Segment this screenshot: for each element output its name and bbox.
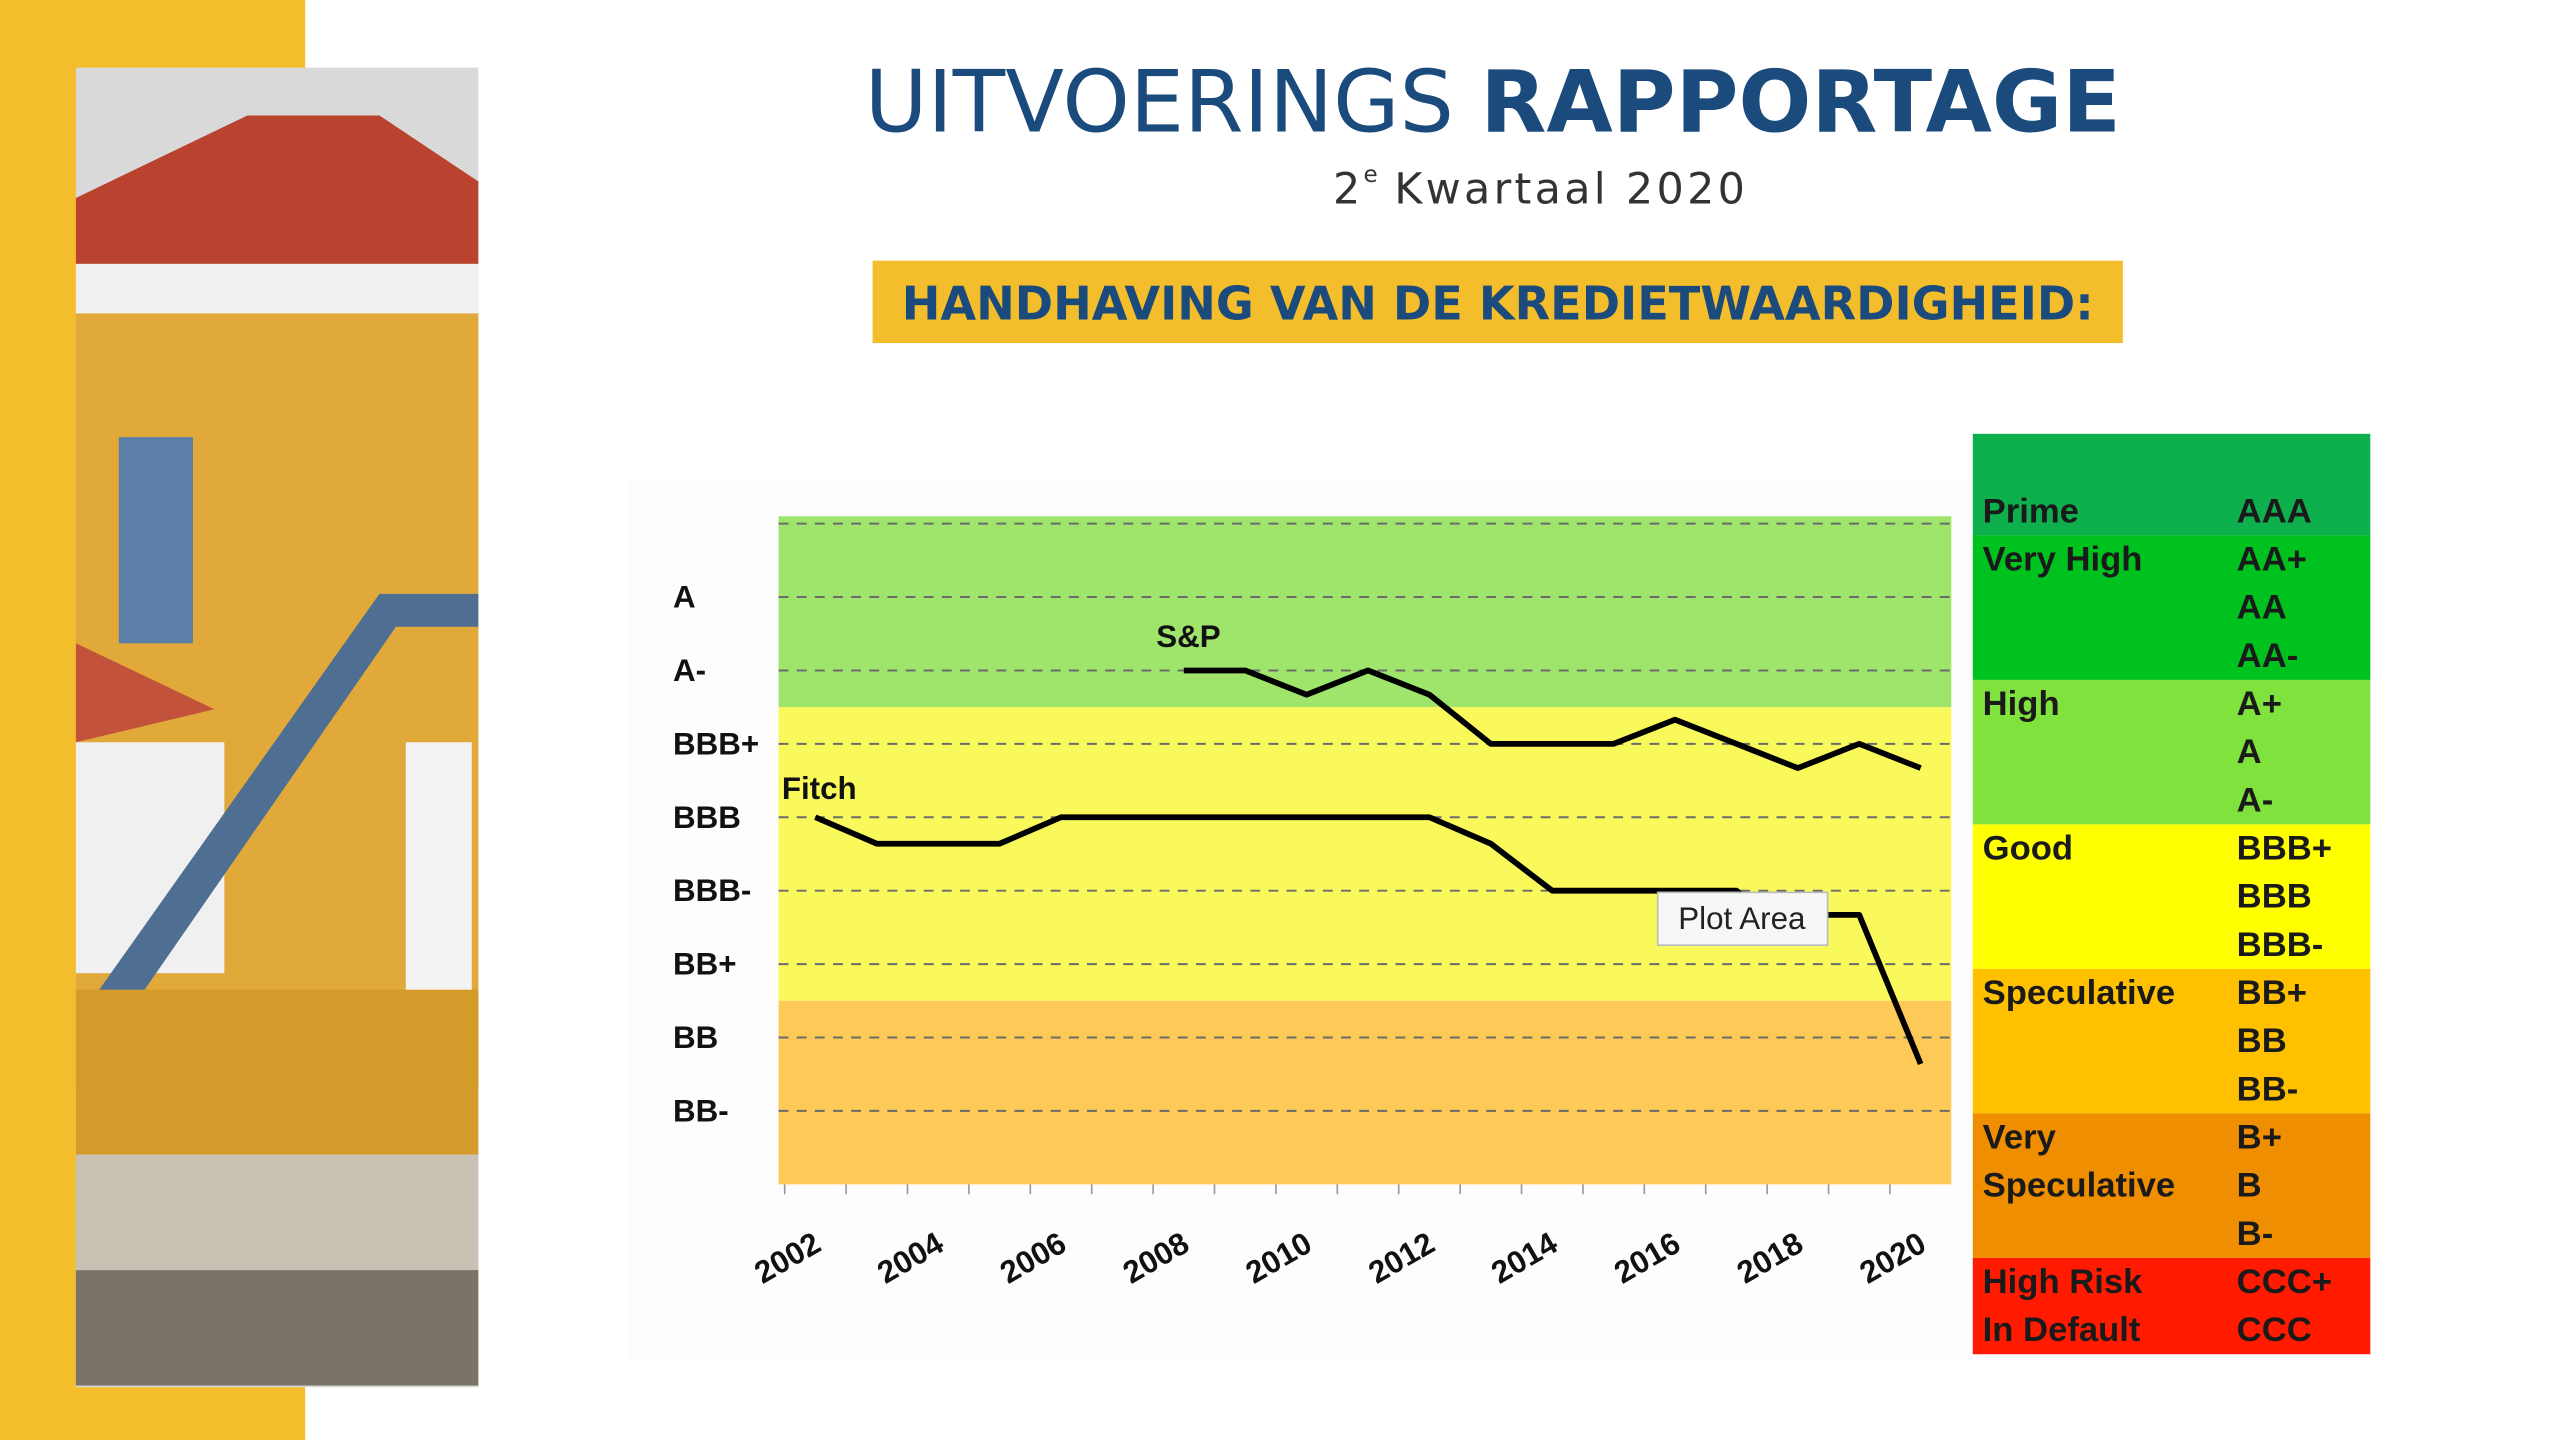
rating-group-bg bbox=[1972, 968, 2371, 1114]
band bbox=[778, 516, 1952, 708]
rating-code: BB+ bbox=[2237, 974, 2307, 1012]
title-bold: RAPPORTAGE bbox=[1480, 52, 2120, 152]
rating-code: B- bbox=[2237, 1215, 2274, 1253]
rating-code: BBB- bbox=[2237, 926, 2324, 964]
subtitle-superscript: e bbox=[1364, 162, 1382, 188]
rating-code: AA bbox=[2237, 589, 2287, 627]
rating-code: AA- bbox=[2237, 637, 2299, 675]
rating-code: BBB bbox=[2237, 878, 2312, 916]
tooltip-box bbox=[1656, 891, 1829, 946]
rating-code: A+ bbox=[2237, 685, 2282, 723]
series-label: S&P bbox=[1156, 619, 1220, 654]
rating-code: B bbox=[2237, 1167, 2262, 1205]
banner-bg bbox=[872, 260, 2123, 344]
y-tick-label: BB- bbox=[673, 1093, 729, 1128]
rating-group-bg bbox=[1972, 824, 2371, 969]
rating-label: High bbox=[1983, 685, 2060, 723]
y-tick-label: BB+ bbox=[673, 947, 737, 982]
band bbox=[778, 1000, 1952, 1185]
rating-code: A bbox=[2237, 733, 2262, 771]
series-label: Fitch bbox=[782, 771, 857, 806]
y-tick-label: BBB bbox=[673, 800, 741, 835]
y-tick-label: A- bbox=[673, 653, 706, 688]
rating-code: AA+ bbox=[2237, 541, 2307, 579]
rating-label: Speculative bbox=[1983, 974, 2175, 1012]
rating-label: Very bbox=[1983, 1118, 2057, 1156]
rating-group-bg bbox=[1972, 433, 2371, 536]
rating-code: BB- bbox=[2237, 1070, 2299, 1108]
photo bbox=[75, 67, 479, 1388]
subtitle: 2e Kwartaal 2020 bbox=[1333, 162, 1748, 215]
rating-group-bg bbox=[1972, 1113, 2371, 1258]
subtitle-number: 2 bbox=[1333, 165, 1364, 215]
y-tick-label: BBB+ bbox=[673, 726, 759, 761]
tooltip: Plot Area bbox=[1678, 901, 1806, 936]
rating-label: High Risk bbox=[1983, 1263, 2143, 1301]
rating-code: BB bbox=[2237, 1022, 2287, 1060]
rating-code: CCC+ bbox=[2237, 1263, 2332, 1301]
rating-code: B+ bbox=[2237, 1118, 2282, 1156]
rating-label: Prime bbox=[1983, 492, 2079, 530]
rating-code: BBB+ bbox=[2237, 829, 2332, 867]
title: UITVOERINGS RAPPORTAGE bbox=[865, 52, 2121, 152]
rating-code: CCC bbox=[2237, 1311, 2312, 1349]
banner: HANDHAVING VAN DE KREDIETWAARDIGHEID: bbox=[902, 277, 2094, 331]
rating-group-bg bbox=[1972, 679, 2371, 825]
band bbox=[778, 707, 1952, 1001]
rating-group-bg bbox=[1972, 1257, 2371, 1355]
y-tick-label: A bbox=[673, 580, 696, 615]
rating-group-bg bbox=[1972, 535, 2371, 680]
rating-code: A- bbox=[2237, 781, 2274, 819]
series-line bbox=[1183, 667, 1922, 771]
rating-label: In Default bbox=[1983, 1311, 2141, 1349]
rating-code: AAA bbox=[2237, 492, 2312, 530]
rating-label: Speculative bbox=[1983, 1167, 2175, 1205]
subtitle-text: Kwartaal 2020 bbox=[1394, 165, 1748, 215]
y-tick-label: BB bbox=[673, 1020, 718, 1055]
title-light: UITVOERINGS bbox=[865, 52, 1454, 152]
rating-label: Very High bbox=[1983, 541, 2143, 579]
rating-label: Good bbox=[1983, 829, 2073, 867]
y-tick-label: BBB- bbox=[673, 873, 751, 908]
